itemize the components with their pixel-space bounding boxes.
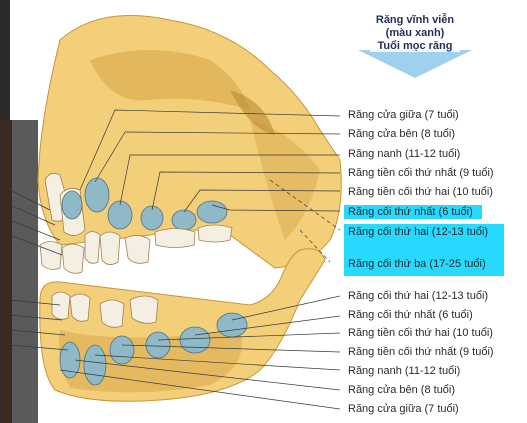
lower-label-first-molar: Răng cối thứ nhất (6 tuổi): [348, 309, 473, 321]
lower-label-first-premolar: Răng tiền cối thứ nhất (9 tuổi): [348, 346, 494, 358]
legend-title: Răng vĩnh viễn (màu xanh) Tuổi mọc răng: [368, 14, 462, 53]
lower-label-second-molar: Răng cối thứ hai (12-13 tuổi): [348, 290, 489, 302]
upper-label-second-molar: Răng cối thứ hai (12-13 tuổi): [348, 226, 489, 238]
legend-line-1: Răng vĩnh viễn: [375, 14, 455, 26]
lower-label-lateral-incisor: Răng cửa bên (8 tuổi): [348, 384, 456, 396]
left-photo-dark: [0, 120, 12, 423]
upper-label-lateral-incisor: Răng cửa bên (8 tuổi): [348, 128, 456, 140]
legend-line-3: Tuổi mọc răng: [377, 40, 453, 52]
upper-teeth: [39, 172, 233, 274]
upper-label-second-premolar: Răng tiền cối thứ hai (10 tuổi): [348, 186, 493, 198]
upper-label-central-incisor: Răng cửa giữa (7 tuổi): [348, 109, 459, 121]
lower-label-second-premolar: Răng tiền cối thứ hai (10 tuổi): [348, 327, 493, 339]
molar-highlight-box: [344, 224, 504, 276]
lower-label-canine: Răng nanh (11-12 tuổi): [348, 365, 461, 377]
upper-label-third-molar: Răng cối thứ ba (17-25 tuổi): [348, 258, 486, 270]
legend-arrow: [358, 8, 472, 78]
lower-label-central-incisor: Răng cửa giữa (7 tuổi): [348, 403, 459, 415]
upper-label-first-molar: Răng cối thứ nhất (6 tuổi): [348, 206, 473, 218]
legend-line-2: (màu xanh): [385, 27, 445, 39]
upper-label-first-premolar: Răng tiền cối thứ nhất (9 tuổi): [348, 167, 494, 179]
upper-label-canine: Răng nanh (11-12 tuổi): [348, 148, 461, 160]
first-molar-highlight: [344, 205, 482, 219]
leader-lines: [9, 109, 341, 410]
